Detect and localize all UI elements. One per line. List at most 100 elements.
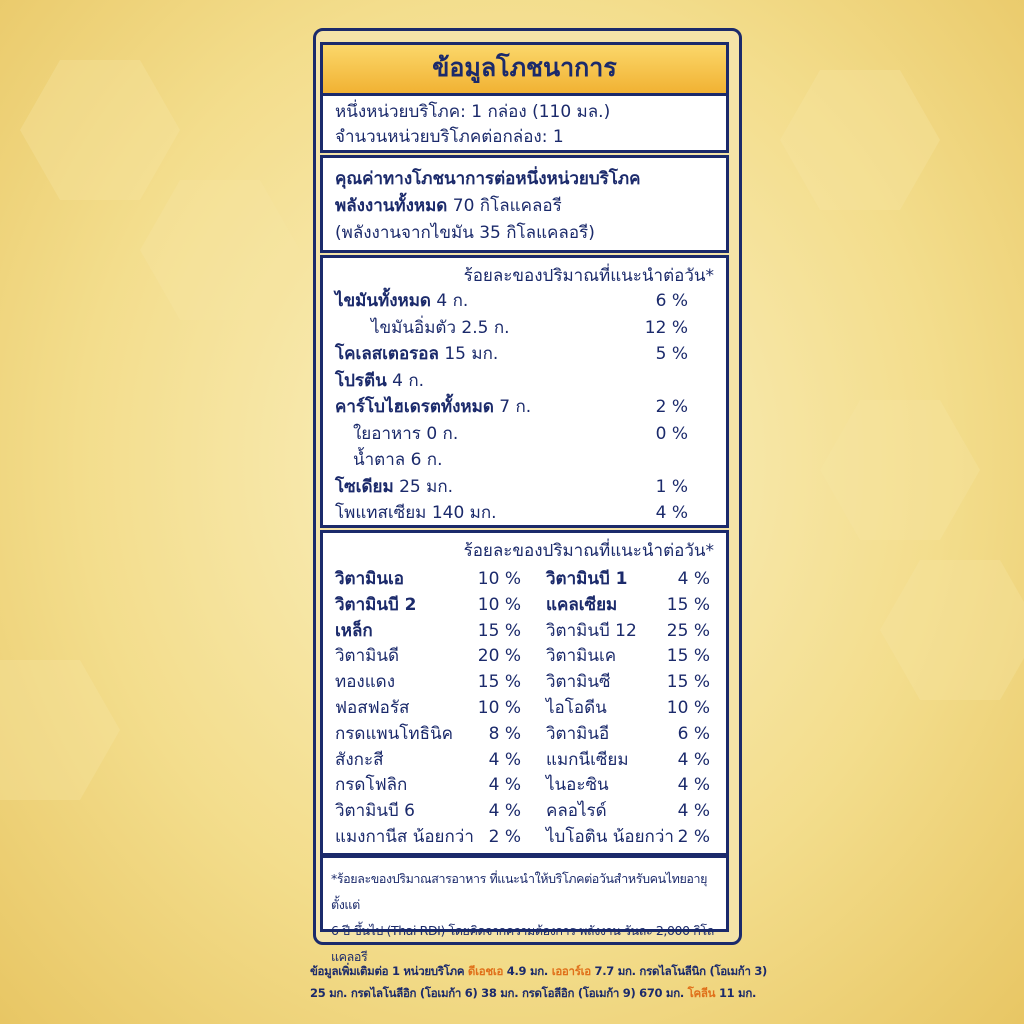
serving-info: หนึ่งหน่วยบริโภค: 1 กล่อง (110 มล.) จำนว… — [320, 93, 729, 153]
nutrient-row: โซเดียม 25 มก. — [335, 474, 453, 500]
vitamin-name: วิตามินดี — [335, 646, 399, 667]
extra-line: 25 มก. กรดไลโนลีอิก (โอเมก้า 6) 38 มก. ก… — [310, 982, 756, 1004]
nutrient-row: ไขมันอิ่มตัว 2.5 ก. — [371, 315, 510, 341]
energy-fat: (พลังงานจากไขมัน 35 กิโลแคลอรี) — [335, 223, 595, 243]
nutrient-row: โคเลสเตอรอล 15 มก. — [335, 341, 498, 367]
nutrient-percent: 4 % — [655, 503, 688, 523]
nutrient-percent: 5 % — [655, 344, 688, 364]
vitamin-name: วิตามินบี 12 — [546, 620, 637, 641]
vitamin-percent: 10 % — [477, 594, 521, 615]
extra-info: ข้อมูลเพิ่มเติมต่อ 1 หน่วยบริโภค ดีเอชเอ… — [310, 960, 767, 1004]
vitamin-percent: 2 % — [677, 827, 710, 847]
decor — [0, 660, 120, 800]
vitamin-percent: 15 % — [477, 620, 521, 641]
nutrient-amount: 7 ก. — [499, 397, 532, 417]
vitamin-percent: 15 % — [477, 672, 521, 693]
vitamin-name: เหล็ก — [335, 620, 373, 641]
vitamin-table: ร้อยละของปริมาณที่แนะนำต่อวัน* วิตามินเอ… — [320, 530, 729, 856]
vitamin-name: ทองแดง — [335, 672, 396, 693]
decor — [820, 400, 980, 540]
vitamin-name: แคลเซียม — [546, 594, 618, 615]
nutrient-percent: 6 % — [655, 291, 688, 311]
highlight-text: ดีเอชเอ — [467, 964, 504, 978]
nutrient-amount: 15 มก. — [444, 344, 499, 364]
vitamin-percent: 10 % — [477, 698, 521, 718]
vitamin-percent: 4 % — [488, 749, 521, 770]
vitamin-percent: 20 % — [477, 646, 521, 667]
energy-info: คุณค่าทางโภชนาการต่อหนึ่งหน่วยบริโภค พลั… — [320, 155, 729, 253]
vitamin-name: แมกนีเซียม — [546, 749, 629, 770]
vitamin-name: วิตามินบี 6 — [335, 801, 415, 822]
vitamin-percent: 10 % — [666, 698, 710, 718]
nutrient-row: ไขมันทั้งหมด 4 ก. — [335, 288, 468, 314]
vitamin-percent: 4 % — [677, 775, 710, 796]
serving-line: จำนวนหน่วยบริโภคต่อกล่อง: 1 — [335, 127, 564, 147]
vitamin-percent: 15 % — [666, 672, 710, 693]
serving-line: หนึ่งหน่วยบริโภค: 1 กล่อง (110 มล.) — [335, 102, 611, 122]
vitamin-name: ฟอสฟอรัส — [335, 698, 410, 718]
vitamin-percent: 6 % — [677, 723, 710, 744]
vitamin-name: คลอไรด์ — [546, 801, 607, 822]
nutrient-name: น้ำตาล — [353, 450, 406, 470]
nutrient-name: คาร์โบไฮเดรตทั้งหมด — [335, 397, 494, 417]
extra-text: 25 มก. กรดไลโนลีอิก (โอเมก้า 6) 38 มก. ก… — [310, 986, 688, 1000]
vitamin-percent: 10 % — [477, 569, 521, 589]
nutrient-name: ไขมันทั้งหมด — [335, 291, 431, 311]
vitamin-percent: 8 % — [488, 723, 521, 744]
nutrient-row: โปรตีน 4 ก. — [335, 368, 424, 394]
vitamin-name: สังกะสี — [335, 749, 384, 770]
nutrient-row: โพแทสเซียม 140 มก. — [335, 500, 497, 526]
footnote-line: *ร้อยละของปริมาณสารอาหาร ที่แนะนำให้บริโ… — [331, 871, 708, 912]
nutrient-name: โซเดียม — [335, 476, 394, 497]
extra-text: 4.9 มก. — [503, 964, 552, 978]
nutrient-name: โพแทสเซียม — [335, 503, 427, 523]
vitamin-name: กรดแพนโทธินิค — [335, 723, 453, 744]
energy-total: พลังงานทั้งหมด 70 กิโลแคลอรี — [335, 193, 714, 220]
nutrient-percent: 2 % — [655, 397, 688, 417]
extra-text: ข้อมูลเพิ่มเติมต่อ 1 หน่วยบริโภค — [310, 964, 468, 978]
nutrient-amount: 140 มก. — [431, 503, 497, 523]
vitamin-percent: 2 % — [488, 827, 521, 847]
footnote: *ร้อยละของปริมาณสารอาหาร ที่แนะนำให้บริโ… — [320, 855, 729, 964]
nutrient-name: ใยอาหาร — [353, 423, 421, 444]
nutrient-amount: 4 ก. — [392, 370, 425, 391]
vitamin-percent: 15 % — [666, 646, 710, 667]
vitamin-name: ไนอะซิน — [546, 775, 609, 796]
table-heading: ร้อยละของปริมาณที่แนะนำต่อวัน* — [463, 541, 714, 561]
vitamin-percent: 4 % — [488, 775, 521, 796]
title: ข้อมูลโภชนาการ — [320, 42, 729, 96]
nutrient-name: โปรตีน — [335, 370, 387, 391]
extra-text: 7.7 มก. กรดไลโนลีนิก (โอเมก้า 3) — [590, 964, 768, 978]
energy-value: 70 กิโลแคลอรี — [452, 196, 562, 216]
extra-line: ข้อมูลเพิ่มเติมต่อ 1 หน่วยบริโภค ดีเอชเอ… — [310, 960, 767, 982]
vitamin-name: วิตามินบี 2 — [335, 594, 417, 615]
nutrient-row: ใยอาหาร 0 ก. — [353, 421, 458, 447]
vitamin-percent: 4 % — [677, 569, 710, 589]
nutrient-row: คาร์โบไฮเดรตทั้งหมด 7 ก. — [335, 394, 531, 420]
nutrient-amount: 2.5 ก. — [461, 317, 510, 338]
nutrient-row: น้ำตาล 6 ก. — [353, 447, 443, 473]
nutrient-percent: 12 % — [644, 317, 688, 338]
decor — [20, 60, 180, 200]
vitamin-percent: 4 % — [677, 749, 710, 770]
vitamin-name: ไบโอติน น้อยกว่า — [546, 827, 674, 847]
highlight-text: เออาร์เอ — [551, 964, 591, 978]
extra-text: 11 มก. — [715, 986, 757, 1000]
energy-label: พลังงานทั้งหมด — [335, 196, 448, 216]
decor — [140, 180, 300, 320]
highlight-text: โคลีน — [687, 986, 716, 1000]
vitamin-name: แมงกานีส น้อยกว่า — [335, 827, 474, 847]
vitamin-percent: 25 % — [666, 620, 710, 641]
vitamin-percent: 4 % — [488, 801, 521, 822]
nutrient-amount: 6 ก. — [410, 450, 443, 470]
energy-heading: คุณค่าทางโภชนาการต่อหนึ่งหน่วยบริโภค — [335, 169, 641, 189]
nutrient-amount: 25 มก. — [399, 476, 454, 497]
vitamin-name: วิตามินซี — [546, 672, 611, 693]
footnote-line: 6 ปี ขึ้นไป (Thai RDI) โดยคิดจากความต้อง… — [331, 923, 714, 964]
vitamin-percent: 15 % — [666, 594, 710, 615]
decor — [780, 70, 940, 210]
vitamin-name: วิตามินเอ — [335, 569, 404, 589]
nutrient-table: ร้อยละของปริมาณที่แนะนำต่อวัน* ไขมันทั้ง… — [320, 255, 729, 528]
vitamin-name: วิตามินเค — [546, 646, 617, 667]
